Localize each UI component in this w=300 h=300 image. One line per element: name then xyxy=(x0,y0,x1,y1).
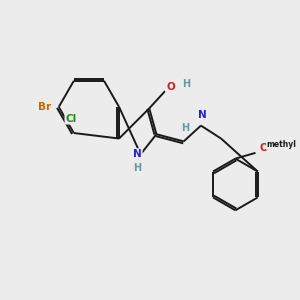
Text: N: N xyxy=(133,149,142,159)
Text: methyl: methyl xyxy=(266,140,296,149)
Text: N: N xyxy=(198,110,207,120)
Text: O: O xyxy=(167,82,175,92)
Text: H: H xyxy=(181,124,189,134)
Text: Br: Br xyxy=(38,102,51,112)
Text: O: O xyxy=(259,143,268,153)
Text: H: H xyxy=(182,79,190,89)
Text: H: H xyxy=(133,163,141,173)
Text: Cl: Cl xyxy=(65,114,76,124)
